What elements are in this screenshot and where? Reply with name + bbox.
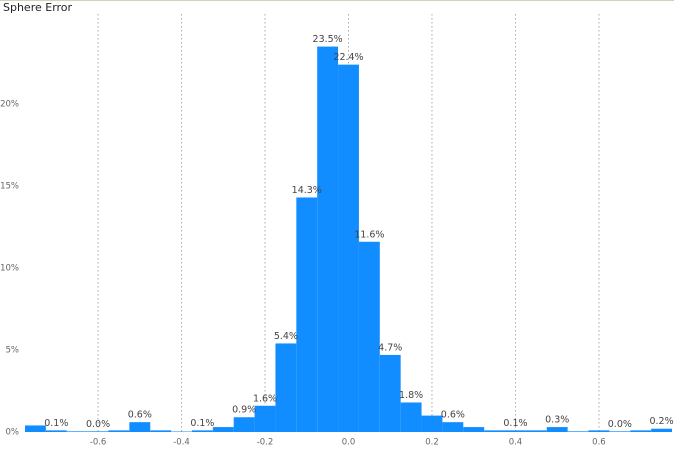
x-tick-label: 0.0 xyxy=(342,438,356,448)
bar xyxy=(296,197,318,432)
data-label: 4.7% xyxy=(378,342,402,353)
y-tick-label: 15% xyxy=(0,182,19,192)
bar xyxy=(379,354,401,432)
data-label: 1.6% xyxy=(253,393,277,404)
data-label: 5.4% xyxy=(274,331,298,342)
bar xyxy=(609,431,631,432)
y-tick-label: 5% xyxy=(6,346,20,356)
bar xyxy=(567,431,589,432)
bar xyxy=(212,427,234,432)
bar xyxy=(254,405,276,432)
bar xyxy=(108,430,130,432)
x-tick-label: -0.2 xyxy=(257,438,274,448)
bar xyxy=(150,430,172,432)
x-tick-label: 0.6 xyxy=(592,438,606,448)
bar xyxy=(358,241,380,432)
data-label: 0.1% xyxy=(44,418,68,429)
y-tick-label: 20% xyxy=(0,100,19,110)
x-tick-label: -0.6 xyxy=(90,438,107,448)
bar xyxy=(463,427,485,432)
data-label: 0.2% xyxy=(649,416,673,427)
bar xyxy=(66,431,88,432)
y-tick-label: 0% xyxy=(6,428,20,438)
x-tick-label: 0.2 xyxy=(425,438,439,448)
data-label: 0.1% xyxy=(503,418,527,429)
data-label: 0.9% xyxy=(232,405,256,416)
bar xyxy=(525,430,547,432)
chart-title: Sphere Error xyxy=(3,1,73,14)
x-tick-label: -0.4 xyxy=(173,438,190,448)
data-label: 1.8% xyxy=(399,390,423,401)
bar xyxy=(338,64,359,432)
bar xyxy=(505,430,526,432)
y-tick-label: 10% xyxy=(0,264,19,274)
bar xyxy=(630,430,652,432)
x-tick-label: 0.4 xyxy=(509,438,523,448)
data-label: 0.0% xyxy=(608,419,632,430)
bar xyxy=(25,425,46,432)
bar xyxy=(317,46,339,432)
bar xyxy=(421,415,443,432)
bar xyxy=(651,428,672,432)
bar xyxy=(275,343,297,432)
bar xyxy=(442,422,464,432)
bar xyxy=(129,422,151,432)
bar xyxy=(546,427,568,432)
bar xyxy=(191,430,213,432)
bar xyxy=(400,402,422,432)
data-label: 0.0% xyxy=(86,419,110,430)
data-label: 14.3% xyxy=(292,185,322,196)
data-label: 22.4% xyxy=(333,52,363,63)
bar xyxy=(87,431,109,432)
data-label: 0.6% xyxy=(441,410,465,421)
bar xyxy=(233,417,255,432)
data-label: 23.5% xyxy=(313,34,343,45)
bar xyxy=(588,430,610,432)
data-label: 0.3% xyxy=(545,415,569,426)
bar xyxy=(45,430,67,432)
data-label: 0.6% xyxy=(128,410,152,421)
data-label: 0.1% xyxy=(190,418,214,429)
bar xyxy=(484,430,506,432)
data-label: 11.6% xyxy=(354,229,384,240)
